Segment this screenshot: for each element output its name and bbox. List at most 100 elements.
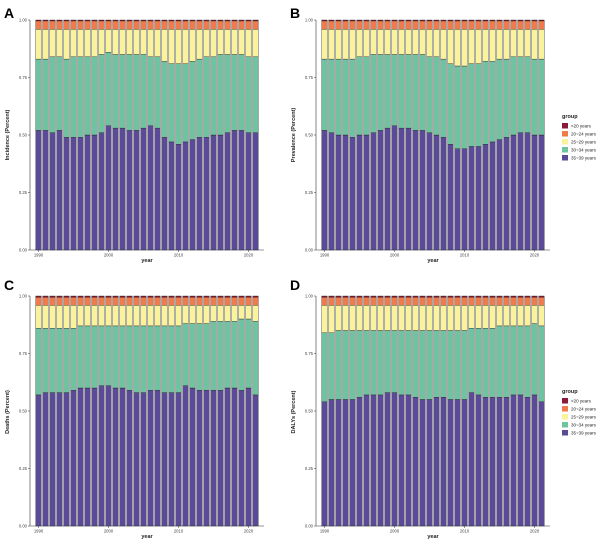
bar-segment (147, 56, 154, 126)
bar-segment (335, 58, 342, 136)
bar-segment (189, 305, 196, 324)
bar-segment (510, 295, 517, 298)
x-tick-label: 1990 (320, 253, 330, 258)
y-tick-label: 0.00 (19, 524, 28, 529)
bar-segment (56, 296, 63, 306)
bar-segment (398, 305, 405, 331)
bar-segment (356, 56, 363, 136)
bar-segment (168, 141, 175, 251)
x-tick-label: 2010 (460, 529, 470, 534)
bar-segment (119, 296, 126, 306)
bar-segment (377, 54, 384, 131)
legend-swatch (562, 422, 568, 428)
bar-segment (335, 20, 342, 30)
bar-segment (531, 29, 538, 60)
x-axis-label: year (141, 534, 153, 540)
bar-segment (98, 132, 105, 251)
bar-segment (482, 328, 489, 398)
bar-segment (217, 295, 224, 298)
bar-segment (489, 305, 496, 329)
bar-segment (224, 54, 231, 133)
bar-segment (524, 132, 531, 251)
bar-segment (105, 20, 112, 30)
bar-segment (168, 325, 175, 393)
x-tick-label: 2010 (460, 253, 470, 258)
y-tick-label: 0.00 (305, 524, 314, 529)
bar-segment (524, 29, 531, 57)
bar-segment (140, 325, 147, 393)
bar-segment (391, 19, 398, 22)
bar-segment (426, 19, 433, 22)
bar-segment (182, 296, 189, 306)
bar-segment (42, 328, 49, 393)
x-tick-label: 2020 (244, 253, 254, 258)
bar-segment (105, 325, 112, 386)
bar-segment (224, 29, 231, 55)
y-tick-label: 0.75 (19, 75, 28, 80)
bar-segment (433, 397, 440, 527)
bar-segment (538, 401, 545, 527)
bar-segment (328, 20, 335, 30)
y-tick-label: 0.50 (19, 409, 28, 414)
bar-segment (182, 305, 189, 324)
bar-segment (475, 296, 482, 306)
bar-segment (119, 295, 126, 298)
bar-segment (217, 19, 224, 22)
bar-segment (496, 58, 503, 140)
bar-segment (238, 318, 245, 391)
bar-segment (370, 394, 377, 527)
bar-segment (49, 296, 56, 306)
bar-segment (447, 330, 454, 400)
bar-segment (112, 325, 119, 389)
bar-segment (517, 394, 524, 527)
bar-segment (356, 397, 363, 527)
bar-segment (517, 56, 524, 133)
bar-segment (245, 318, 252, 389)
bar-segment (510, 305, 517, 327)
bar-segment (335, 29, 342, 60)
legend-item: <20 years (562, 123, 592, 129)
legend-swatch (562, 430, 568, 436)
bar-segment (370, 29, 377, 55)
bar-segment (356, 295, 363, 298)
legend-item: <20 years (562, 398, 592, 404)
bar-segment (91, 134, 98, 251)
bar-segment (349, 295, 356, 298)
bar-segment (224, 305, 231, 322)
bar-segment (482, 20, 489, 30)
bar-segment (538, 296, 545, 306)
bar-segment (342, 134, 349, 251)
bar-segment (405, 20, 412, 30)
bar-segment (419, 29, 426, 55)
bar-segment (168, 296, 175, 306)
bar-segment (133, 296, 140, 306)
legend-item: 25~29 years (562, 139, 597, 145)
legend-item: 20~24 years (562, 131, 597, 137)
bar-segment (475, 328, 482, 396)
bar-segment (126, 296, 133, 306)
panel-c: C Deaths (Percent) 0.00 0.25 0.50 0.75 1.00 1… (4, 277, 264, 540)
y-tick-label: 0.25 (305, 466, 314, 471)
bar-segment (426, 399, 433, 527)
bar-segment (342, 295, 349, 298)
bar-segment (426, 305, 433, 331)
bar-segment (126, 54, 133, 131)
bar-segment (461, 305, 468, 331)
bar-segment (468, 20, 475, 30)
bar-segment (77, 305, 84, 327)
x-tick-label: 2000 (390, 529, 400, 534)
bar-segment (119, 325, 126, 389)
bar-segment (56, 328, 63, 393)
bar-segment (182, 141, 189, 251)
bar-segment (468, 63, 475, 147)
bar-segment (349, 137, 356, 251)
bar-segment (433, 19, 440, 22)
bar-segment (133, 130, 140, 251)
bar-segment (91, 20, 98, 30)
bar-segment (370, 296, 377, 306)
bar-segment (454, 330, 461, 400)
bar-segment (405, 19, 412, 22)
bar-segment (419, 305, 426, 331)
bar-segment (454, 65, 461, 149)
bar-segment (363, 29, 370, 57)
